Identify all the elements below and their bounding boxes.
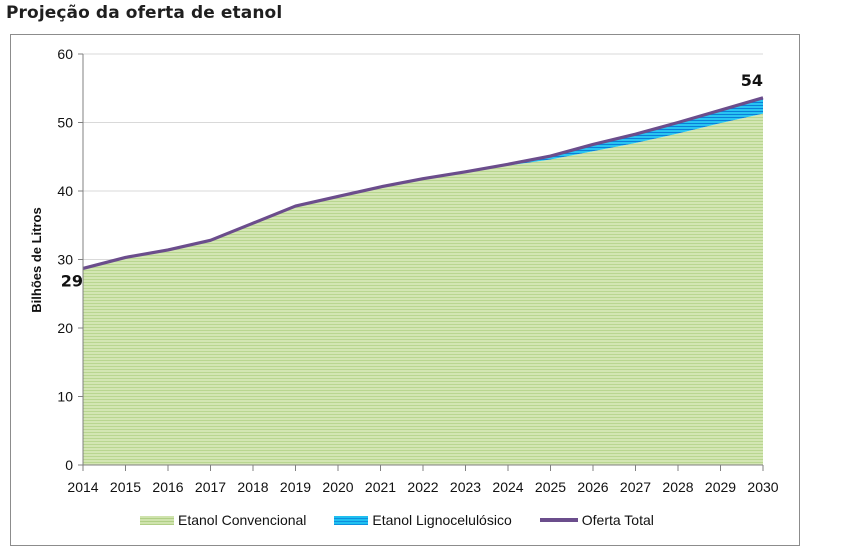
area-etanol-convencional (83, 113, 763, 465)
x-tick-label: 2014 (67, 479, 98, 495)
legend-swatch-convencional (140, 515, 174, 525)
page-title: Projeção da oferta de etanol (6, 3, 283, 23)
x-tick-label: 2015 (110, 479, 141, 495)
legend-label-oferta-total: Oferta Total (581, 512, 654, 528)
y-tick-label: 60 (57, 46, 73, 62)
x-tick-label: 2020 (322, 479, 353, 495)
x-tick-label: 2017 (195, 479, 226, 495)
line-oferta-total (82, 96, 764, 270)
x-tick-label: 2022 (407, 479, 438, 495)
x-tick-label: 2028 (662, 479, 693, 495)
y-tick-label: 10 (57, 389, 73, 405)
axes (78, 53, 764, 471)
x-tick-label: 2018 (237, 479, 268, 495)
x-tick-label: 2029 (705, 479, 736, 495)
legend-item-lignocelulosico: Etanol Lignocelulósico (334, 512, 512, 528)
data-label: 29 (61, 271, 83, 290)
y-tick-label: 50 (57, 115, 73, 131)
x-tick-label: 2027 (620, 479, 651, 495)
x-tick-label: 2030 (747, 479, 778, 495)
legend-item-oferta-total: Oferta Total (539, 512, 654, 528)
x-tick-label: 2024 (492, 479, 523, 495)
series-areas (82, 96, 764, 465)
y-tick-label: 20 (57, 320, 73, 336)
x-tick-label: 2016 (152, 479, 183, 495)
x-tick-label: 2019 (280, 479, 311, 495)
y-axis-label: Bilhões de Litros (29, 207, 44, 312)
legend-swatch-lignocelulosico (334, 515, 369, 525)
x-tick-label: 2021 (365, 479, 396, 495)
data-label: 54 (741, 71, 763, 90)
legend: Etanol Convencional Etanol Lignocelulósi… (140, 512, 682, 528)
legend-label-convencional: Etanol Convencional (178, 512, 307, 528)
chart-frame (10, 34, 800, 546)
x-tick-label: 2025 (535, 479, 566, 495)
y-tick-label: 0 (65, 457, 73, 473)
legend-label-lignocelulosico: Etanol Lignocelulósico (372, 512, 512, 528)
x-tick-label: 2026 (577, 479, 608, 495)
y-tick-label: 40 (57, 183, 73, 199)
x-tick-label: 2023 (450, 479, 481, 495)
legend-item-convencional: Etanol Convencional (140, 512, 306, 528)
legend-swatch-oferta-total (539, 518, 578, 522)
y-tick-label: 30 (57, 252, 73, 268)
